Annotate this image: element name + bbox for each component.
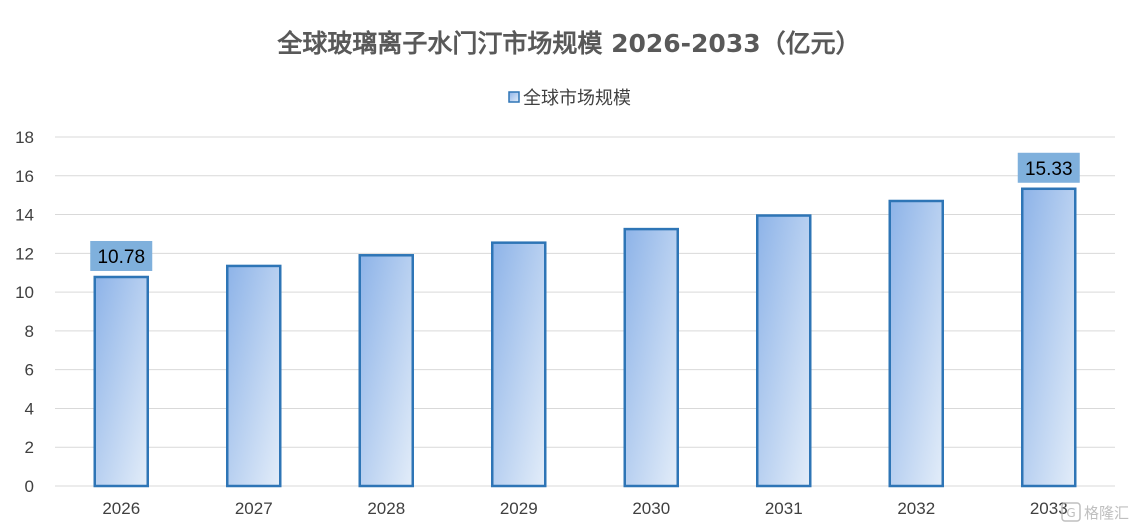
gelonghui-logo-icon: G	[1061, 502, 1081, 522]
chart-title: 全球玻璃离子水门汀市场规模 2026-2033（亿元）	[276, 29, 860, 58]
data-label-text: 15.33	[1025, 159, 1073, 180]
y-axis-tick-labels: 0 2 4 6 8 10 12 14 16 18	[15, 128, 34, 496]
data-label-background	[1017, 152, 1080, 183]
bar-2033	[1021, 187, 1077, 488]
data-label-2033: 15.33	[1017, 152, 1080, 183]
x-tick-label: 2033	[1030, 499, 1068, 518]
bar-2031	[756, 214, 812, 488]
x-tick-label: 2028	[367, 499, 405, 518]
watermark-text: 格隆汇	[1084, 504, 1129, 522]
legend: 全球市场规模	[508, 88, 631, 109]
x-tick-label: 2030	[632, 499, 670, 518]
x-tick-label: 2031	[765, 499, 803, 518]
y-tick-label: 0	[25, 477, 34, 496]
x-tick-label: 2032	[897, 499, 935, 518]
x-tick-label: 2029	[500, 499, 538, 518]
bars	[93, 187, 1077, 488]
x-tick-label: 2027	[235, 499, 273, 518]
y-tick-label: 16	[15, 167, 34, 186]
y-tick-label: 2	[25, 438, 34, 457]
bar-2029	[491, 241, 547, 488]
bar-2026	[93, 275, 149, 488]
bar-2030	[623, 227, 679, 488]
legend-label: 全球市场规模	[523, 88, 631, 109]
data-labels: 10.78 15.33	[90, 152, 1080, 271]
y-tick-label: 8	[25, 322, 34, 341]
bar-2027	[226, 264, 282, 488]
y-tick-label: 4	[25, 399, 34, 418]
y-tick-label: 10	[15, 283, 34, 302]
x-tick-label: 2026	[102, 499, 140, 518]
bar-2028	[358, 254, 414, 488]
svg-text:G: G	[1066, 506, 1075, 520]
y-tick-label: 14	[15, 206, 34, 225]
y-tick-label: 12	[15, 244, 34, 263]
y-tick-label: 6	[25, 361, 34, 380]
data-label-background	[90, 240, 153, 271]
data-label-text: 10.78	[97, 247, 145, 268]
gridlines	[55, 136, 1115, 487]
legend-swatch	[508, 91, 520, 103]
data-label-2026: 10.78	[90, 240, 153, 271]
y-tick-label: 18	[15, 128, 34, 147]
bar-2032	[888, 199, 944, 488]
x-axis-tick-labels: 2026 2027 2028 2029 2030 2031 2032 2033	[102, 499, 1067, 518]
watermark: G 格隆汇	[1061, 502, 1129, 522]
